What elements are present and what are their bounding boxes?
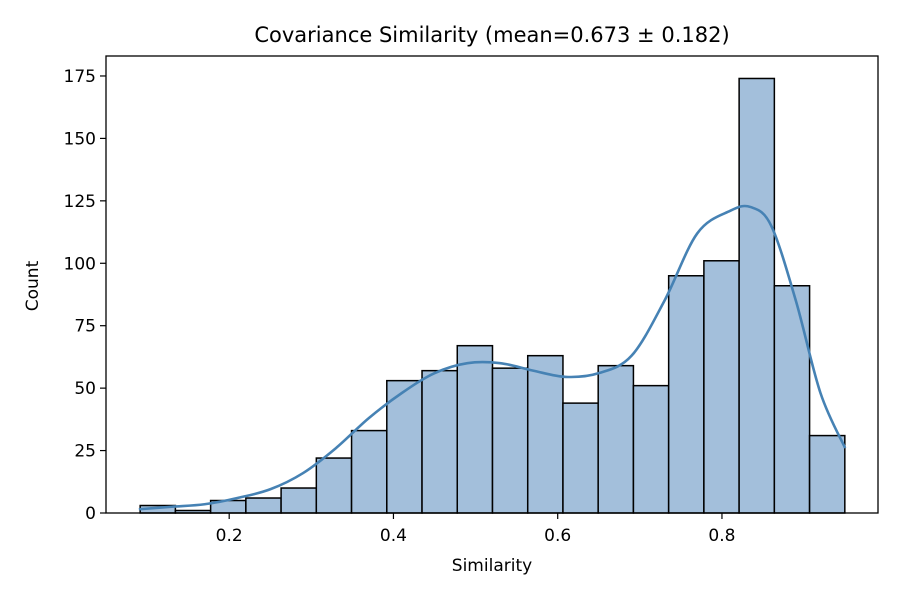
y-axis-ticks: 0 25 50 75 100 125 150 175 (64, 67, 106, 524)
histogram-bar (562, 402, 599, 514)
histogram-bar (245, 497, 282, 514)
y-axis-label: Count (23, 260, 43, 311)
y-tick-label: 75 (74, 317, 96, 337)
x-tick-label: 0.2 (216, 526, 243, 546)
histogram-bar (350, 429, 388, 514)
chart-title: Covariance Similarity (mean=0.673 ± 0.18… (254, 23, 729, 47)
histogram-bar (667, 275, 705, 514)
histogram-bar (632, 384, 670, 514)
y-tick-label: 100 (64, 254, 96, 274)
histogram-bar (491, 367, 529, 514)
y-tick-label: 150 (64, 129, 96, 149)
x-tick-label: 0.8 (708, 526, 735, 546)
kde-curve (138, 204, 847, 511)
plot-frame (105, 55, 879, 514)
histogram-bar (526, 354, 564, 514)
x-tick-label: 0.4 (380, 526, 407, 546)
y-tick-label: 175 (64, 67, 96, 87)
y-tick-label: 25 (74, 442, 96, 462)
y-tick-label: 125 (64, 192, 96, 212)
y-tick-label: 0 (85, 504, 96, 524)
y-tick-label: 50 (74, 379, 96, 399)
histogram-bar (808, 434, 846, 514)
x-axis-label: Similarity (452, 556, 532, 576)
histogram-bar (456, 344, 494, 514)
histogram-bar (597, 364, 635, 514)
histogram-bar (703, 260, 740, 514)
histogram-bars (139, 77, 846, 514)
histogram-bar (315, 457, 353, 514)
histogram-bar (773, 284, 811, 514)
x-axis-ticks: 0.2 0.4 0.6 0.8 (216, 513, 735, 546)
histogram-bar (738, 77, 776, 514)
histogram-bar (421, 369, 459, 514)
x-tick-label: 0.6 (544, 526, 571, 546)
histogram-bar (386, 379, 423, 514)
histogram-bar (280, 487, 318, 514)
